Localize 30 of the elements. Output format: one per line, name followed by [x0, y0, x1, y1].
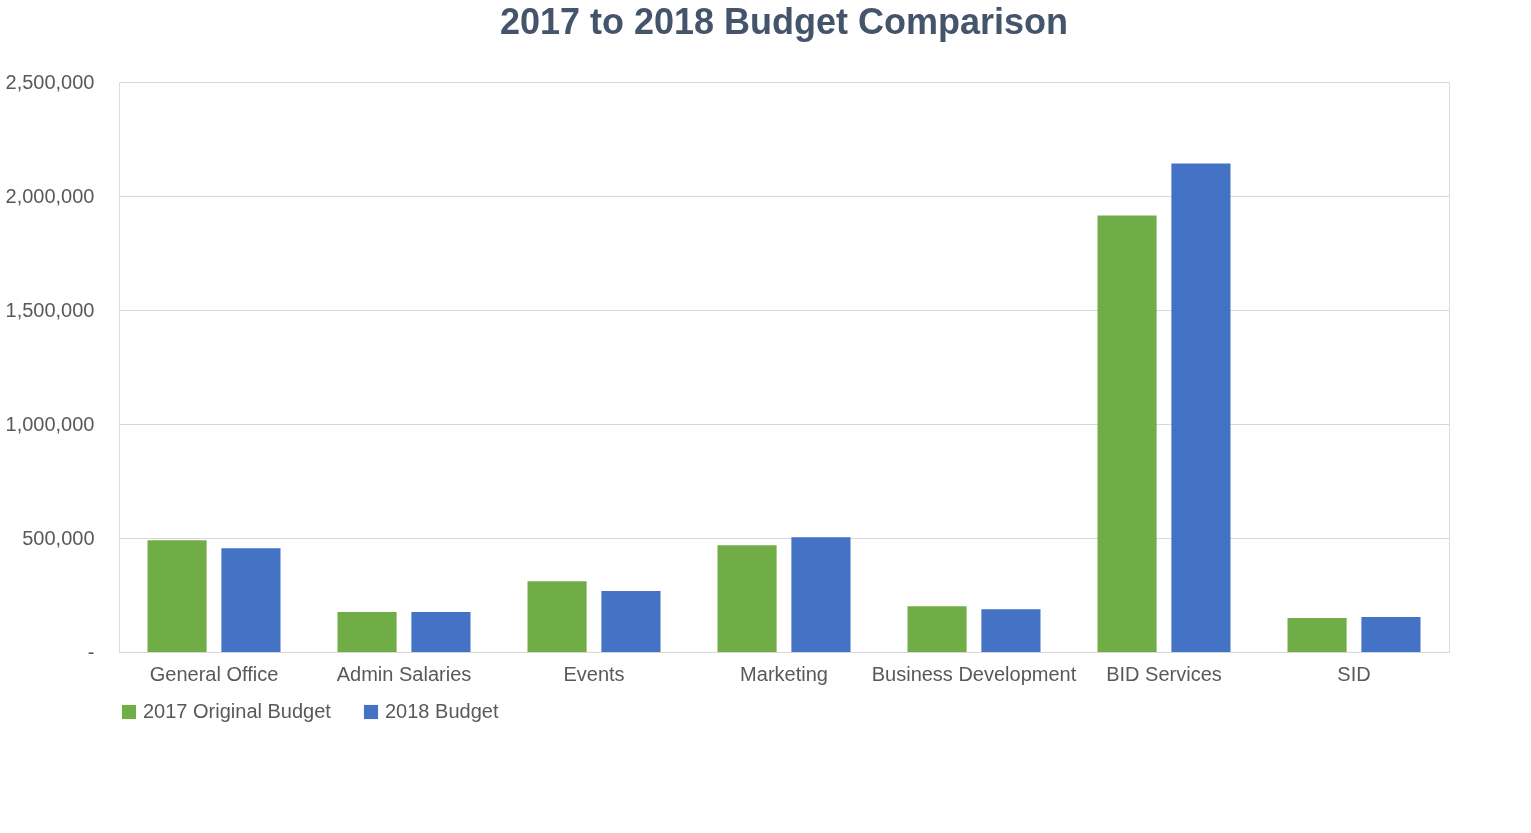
y-tick-label: 1,000,000 [5, 412, 95, 435]
bar [1097, 215, 1157, 652]
bar [717, 545, 777, 652]
y-tick-label: 2,500,000 [5, 70, 95, 93]
x-tick-label: BID Services [1106, 662, 1222, 685]
chart-title: 2017 to 2018 Budget Comparison [499, 1, 1069, 42]
y-tick-label: 2,000,000 [5, 184, 95, 207]
x-tick-label: Marketing [740, 662, 828, 685]
x-tick-label: SID [1337, 662, 1371, 685]
legend-label: 2018 Budget [385, 700, 499, 722]
x-tick-label: General Office [149, 662, 279, 685]
y-tick-label: 1,500,000 [5, 298, 95, 321]
bar [907, 606, 967, 652]
bar [221, 548, 281, 652]
bar [147, 540, 207, 652]
x-tick-label: Events [563, 662, 625, 685]
x-tick-label: Admin Salaries [336, 662, 472, 685]
bar [337, 612, 397, 652]
bar [411, 612, 471, 652]
x-tick-label: Business Development [871, 662, 1077, 685]
bar [1287, 618, 1347, 652]
bar [527, 581, 587, 652]
y-tick-label: 500,000 [22, 526, 95, 549]
bar [791, 537, 851, 652]
legend-label: 2017 Original Budget [143, 700, 332, 722]
bar [601, 591, 661, 652]
y-tick-label: - [87, 640, 95, 663]
bar [1171, 163, 1231, 652]
bar [981, 609, 1041, 652]
bar [1361, 617, 1421, 652]
